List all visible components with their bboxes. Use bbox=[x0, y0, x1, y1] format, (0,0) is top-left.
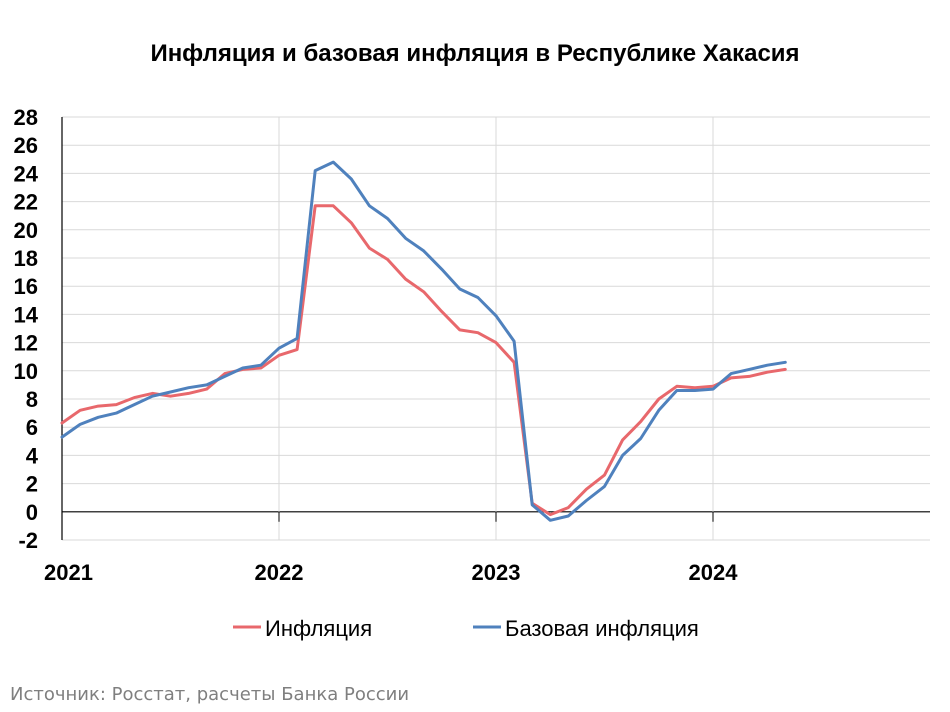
series-line-core-inflation bbox=[60, 160, 787, 522]
y-tick-label: 14 bbox=[14, 302, 39, 327]
y-tick-label: 22 bbox=[14, 190, 38, 215]
series-line-inflation bbox=[60, 204, 787, 517]
y-tick-label: 24 bbox=[14, 161, 39, 186]
x-axis: 2021 2022 2023 2024 bbox=[44, 511, 739, 585]
grid-lines bbox=[61, 116, 930, 541]
y-tick-label: 16 bbox=[14, 274, 38, 299]
y-tick-label: 8 bbox=[26, 387, 38, 412]
y-tick-label: 4 bbox=[26, 443, 39, 468]
y-tick-label: 20 bbox=[14, 218, 38, 243]
y-tick-label: 18 bbox=[14, 246, 38, 271]
legend-label: Инфляция bbox=[265, 616, 372, 641]
x-tick-label: 2022 bbox=[255, 560, 304, 585]
source-note: Источник: Росстат, расчеты Банка России bbox=[10, 684, 410, 705]
x-tick-label: 2021 bbox=[44, 560, 93, 585]
y-tick-label: 12 bbox=[14, 331, 38, 356]
series-lines bbox=[60, 160, 787, 522]
y-tick-label: 0 bbox=[26, 500, 38, 525]
y-tick-label: 10 bbox=[14, 359, 38, 384]
x-tick-label: 2023 bbox=[472, 560, 521, 585]
legend: Инфляция Базовая инфляция bbox=[233, 616, 699, 641]
y-tick-label: -2 bbox=[18, 528, 38, 553]
y-tick-label: 6 bbox=[26, 415, 38, 440]
legend-label: Базовая инфляция bbox=[505, 616, 699, 641]
x-tick-label: 2024 bbox=[689, 560, 739, 585]
y-tick-label: 2 bbox=[26, 472, 38, 497]
y-tick-label: 26 bbox=[14, 133, 38, 158]
chart-title: Инфляция и базовая инфляция в Республике… bbox=[150, 40, 800, 67]
y-tick-label: 28 bbox=[14, 105, 38, 130]
